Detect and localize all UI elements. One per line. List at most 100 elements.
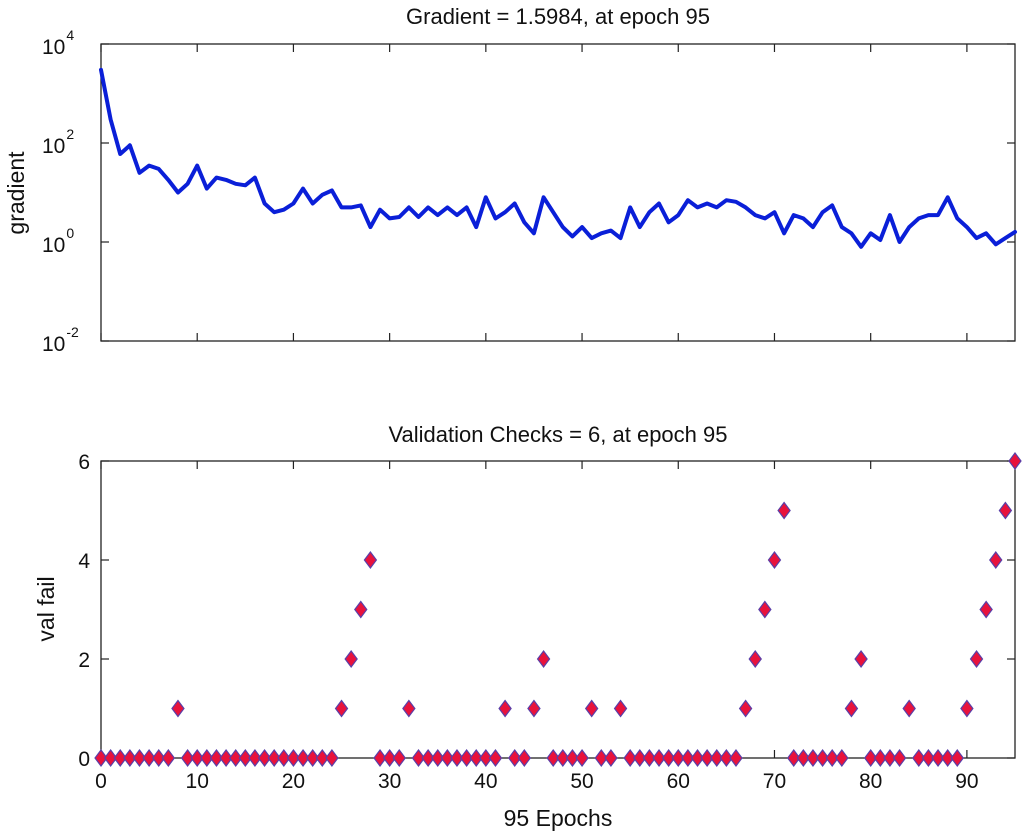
validation-point [883,749,897,767]
validation-point [180,749,195,767]
validation-axes: Validation Checks = 6, at epoch 95 val f… [33,422,1022,831]
gradient-series [99,67,1017,249]
validation-point [661,749,676,767]
validation-point [286,749,301,767]
gradient-line [99,67,1017,249]
validation-point [228,749,243,767]
validation-x-label: 95 Epochs [504,805,613,831]
validation-point [642,749,657,767]
validation-x-ticks: 0 10 20 30 40 50 60 70 80 90 [95,461,979,793]
validation-point [902,699,916,718]
gradient-y-tick-label: 10-2 [42,324,79,356]
validation-point [132,749,147,767]
validation-point [517,749,532,767]
validation-point [430,749,445,767]
validation-point [479,749,493,767]
validation-point [767,551,782,569]
validation-x-tick-label: 0 [95,770,107,793]
validation-point [257,749,272,767]
validation-point [892,749,907,767]
validation-x-tick-label: 70 [763,770,786,793]
validation-point [382,749,397,767]
validation-point [681,749,695,767]
validation-point [835,749,849,767]
validation-point [960,699,974,718]
validation-point [363,551,378,569]
gradient-y-tick-label: 100 [42,225,74,257]
validation-point [325,749,339,767]
validation-y-tick-label: 6 [78,451,90,474]
validation-y-tick-label: 0 [78,748,90,771]
validation-y-tick-label: 4 [78,550,90,573]
validation-point [450,749,464,767]
validation-point [459,749,474,767]
validation-point [507,749,522,767]
validation-point [777,501,791,520]
validation-point [498,699,512,718]
validation-x-tick-label: 60 [667,770,690,793]
validation-point [161,749,176,767]
validation-y-ticks: 0 2 4 6 [78,451,1015,771]
validation-point [527,699,541,718]
validation-point [931,749,945,767]
validation-point [719,749,734,767]
validation-x-tick-label: 20 [282,770,305,793]
validation-point [912,749,926,767]
validation-point [671,749,686,767]
validation-point [940,749,955,767]
validation-point [786,749,801,767]
validation-title: Validation Checks = 6, at epoch 95 [389,422,728,447]
validation-point [700,749,714,767]
validation-point [806,749,820,767]
validation-point [738,699,753,718]
validation-point [854,650,868,668]
validation-point [334,699,349,718]
validation-point [219,749,233,767]
validation-point [844,699,859,718]
validation-point [94,749,108,767]
gradient-plot-area [100,43,1016,342]
validation-point [151,749,166,767]
validation-point [729,749,743,767]
gradient-x-ticks [100,44,968,341]
validation-point [392,749,407,767]
validation-point [565,749,580,767]
validation-point [277,749,291,767]
validation-point [815,749,830,767]
validation-point [344,650,358,668]
validation-point [469,749,483,767]
validation-point [373,749,387,767]
validation-point [825,749,839,767]
validation-point [488,749,503,767]
validation-point [950,749,965,767]
gradient-title: Gradient = 1.5984, at epoch 95 [406,4,710,29]
validation-point [190,749,204,767]
validation-y-tick-label: 2 [78,649,90,672]
validation-point [1008,452,1022,470]
validation-point [921,749,936,767]
validation-point [209,749,224,767]
validation-point [315,749,330,767]
validation-x-tick-label: 10 [186,770,209,793]
validation-point [248,749,262,767]
validation-point [238,749,253,767]
validation-series [94,452,1022,767]
validation-x-tick-label: 30 [378,770,401,793]
validation-x-tick-label: 90 [955,770,978,793]
validation-point [113,749,127,767]
validation-point [873,749,888,767]
validation-x-tick-label: 40 [474,770,497,793]
validation-point [748,650,762,668]
validation-point [296,749,310,767]
validation-point [604,749,618,767]
validation-point [103,749,118,767]
validation-point [546,749,560,767]
validation-point [556,749,570,767]
validation-point [863,749,878,767]
validation-point [402,699,416,718]
gradient-y-label: gradient [3,151,29,235]
validation-point [989,551,1003,569]
validation-point [575,749,589,767]
validation-point [758,600,772,619]
validation-point [142,749,156,767]
